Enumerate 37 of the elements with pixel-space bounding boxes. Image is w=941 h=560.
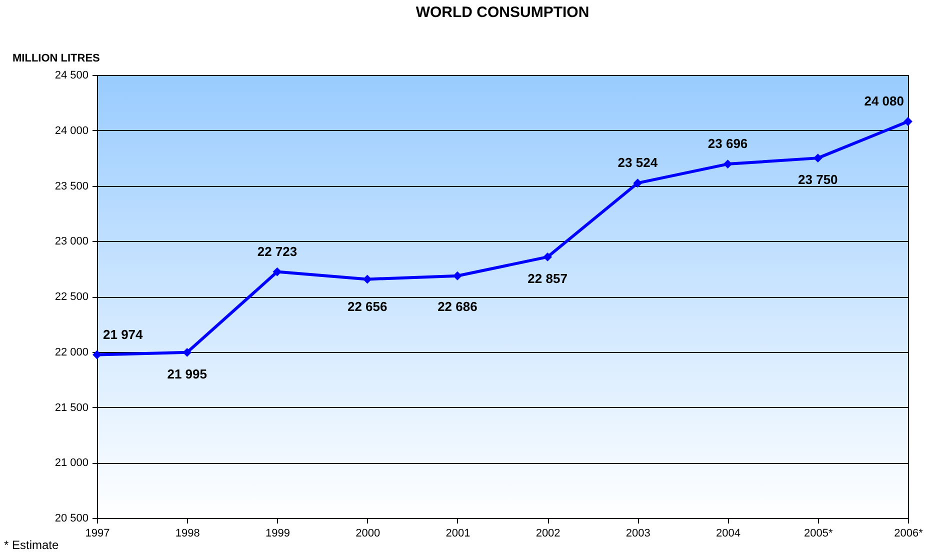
point — [543, 252, 552, 262]
x-tick-label: 2002 — [536, 528, 560, 540]
point — [272, 267, 282, 276]
y-tick-label: 23 000 — [54, 236, 88, 248]
y-axis-title: MILLION LITRES — [12, 52, 100, 64]
y-tick-label: 24 000 — [54, 124, 88, 137]
y-tick-label: 22 000 — [54, 346, 88, 358]
data-label: 24 080 — [864, 94, 904, 109]
point — [904, 117, 912, 126]
data-label: 22 686 — [438, 298, 478, 314]
data-label: 22 656 — [347, 299, 388, 314]
y-tick-label: 20 500 — [54, 512, 88, 524]
x-tick-label: 2000 — [356, 528, 380, 540]
point — [723, 160, 732, 169]
chart-title: WORLD CONSUMPTION — [416, 4, 590, 21]
data-label: 22 723 — [257, 244, 298, 259]
text: * Estimate — [4, 538, 59, 552]
x-tick-label: 2005* — [804, 528, 834, 540]
data-label: 23 696 — [708, 136, 748, 152]
data-label: 23 524 — [618, 155, 658, 170]
data-label: 22 857 — [528, 270, 568, 286]
y-tick-label: 21 000 — [54, 457, 88, 470]
y-tick-label: 22 500 — [54, 291, 88, 303]
data-label: 21 995 — [167, 366, 207, 382]
x-tick-label: 2001 — [446, 528, 470, 540]
x-tick-label: 1998 — [175, 528, 200, 540]
data-label: 21 974 — [103, 326, 144, 342]
x-tick-label: 2006* — [894, 528, 924, 540]
y-tick-label: 24 500 — [54, 70, 88, 82]
data-label: 23 750 — [798, 172, 838, 188]
x-tick-label: 1999 — [265, 528, 290, 540]
point — [633, 178, 642, 188]
x-tick-label: 1997 — [85, 528, 110, 540]
x-tick-label: 2004 — [716, 528, 741, 540]
y-tick-label: 21 500 — [54, 402, 88, 414]
x-tick-label: 2003 — [626, 528, 650, 540]
y-tick-label: 23 500 — [54, 180, 88, 192]
